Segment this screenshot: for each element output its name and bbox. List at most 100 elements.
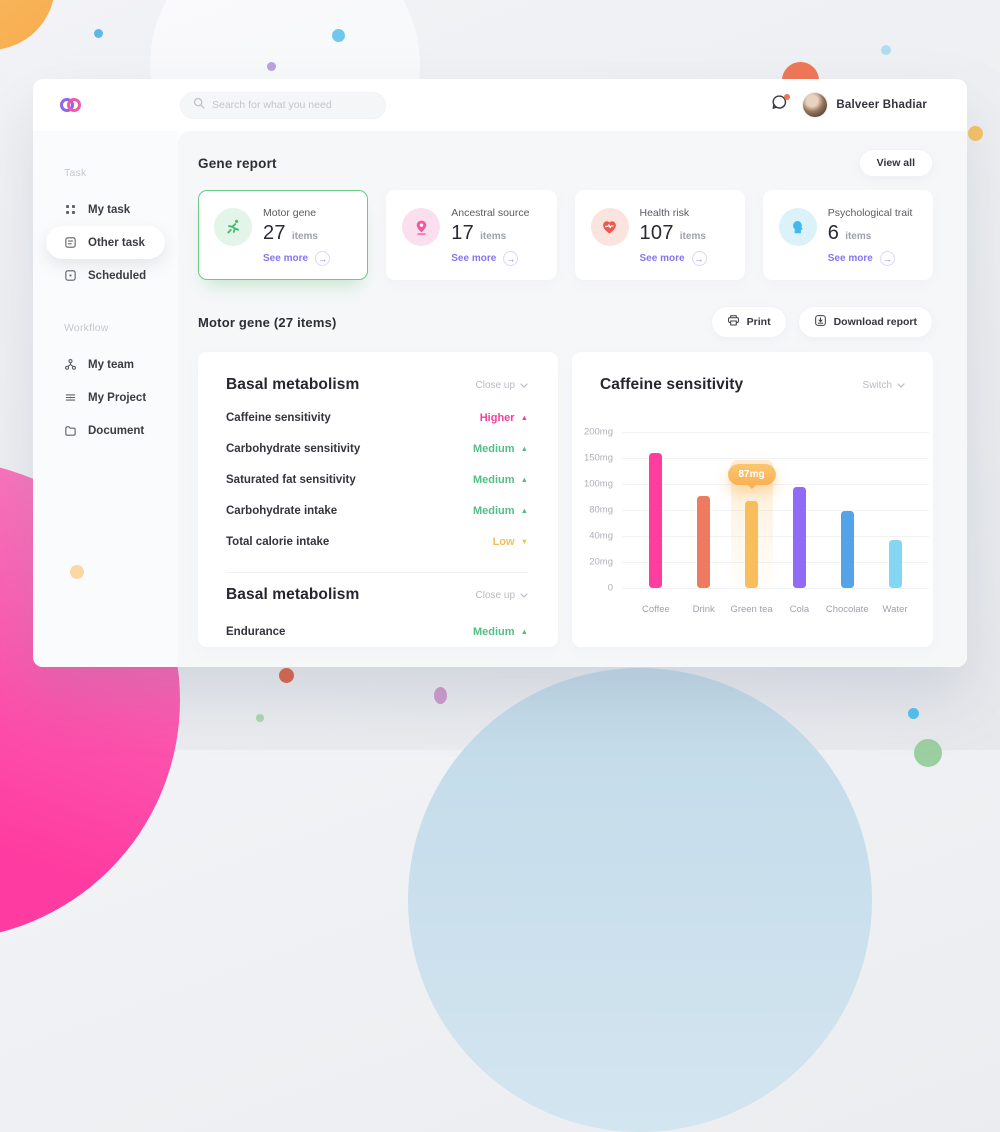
see-more-link[interactable]: See more → — [828, 251, 913, 266]
see-more-link[interactable]: See more → — [451, 251, 529, 266]
user-name: Balveer Bhadiar — [836, 99, 927, 111]
chart-y-tick-label: 150mg — [583, 452, 613, 464]
sidebar-item-label: Document — [88, 424, 145, 437]
app-logo[interactable] — [60, 98, 180, 112]
trend-arrow-icon: ▲ — [520, 474, 528, 484]
note-icon — [64, 236, 77, 249]
logo-ring-right — [67, 98, 81, 112]
sidebar-item-document[interactable]: Document — [46, 414, 165, 447]
sidebar-item-scheduled[interactable]: Scheduled — [46, 259, 165, 292]
arrow-right-icon: → — [503, 251, 519, 266]
arrow-right-icon: → — [879, 251, 895, 266]
decor-dot — [279, 668, 294, 683]
location-pin-icon — [402, 208, 441, 246]
trend-arrow-icon: ▲ — [520, 412, 528, 422]
see-more-link[interactable]: See more → — [640, 251, 707, 266]
main-content: Gene report View all Motor gene 27 items… — [178, 131, 967, 667]
metabolism-group: Basal metabolism Close up Caffeine sensi… — [226, 376, 528, 557]
app-window: Balveer Bhadiar Task My task Other task … — [33, 79, 967, 667]
metabolism-row-label: Total calorie intake — [226, 535, 330, 548]
chart-x-label: Drink — [692, 604, 715, 615]
metabolism-row-label: Caffeine sensitivity — [226, 411, 331, 424]
chart-switch-dropdown[interactable]: Switch — [863, 380, 905, 391]
trend-arrow-icon: ▼ — [520, 536, 528, 546]
chart-y-tick-label: 100mg — [583, 478, 613, 490]
chart-bar-green-tea[interactable] — [745, 500, 759, 588]
chart-bar-slot — [681, 432, 727, 588]
printer-icon — [727, 314, 740, 330]
trend-arrow-icon: ▲ — [520, 626, 528, 636]
sidebar: Task My task Other task Scheduled Workfl… — [33, 131, 178, 667]
metabolism-row: Saturated fat sensitivity Medium ▲ — [226, 464, 528, 495]
decor-circle — [408, 668, 872, 1132]
summary-card-count: 27 — [263, 222, 286, 244]
chart-bar-cola[interactable] — [792, 486, 806, 588]
summary-card[interactable]: Health risk 107 items See more → — [574, 190, 745, 280]
search-input[interactable] — [212, 99, 373, 111]
close-up-dropdown[interactable]: Close up — [476, 380, 528, 391]
chart-bar-drink[interactable] — [697, 495, 711, 588]
avatar — [803, 93, 828, 117]
metabolism-group-title: Basal metabolism — [226, 586, 360, 603]
chart-y-tick-label: 80mg — [589, 504, 613, 516]
chart-y-tick-label: 200mg — [583, 426, 613, 438]
sidebar-item-my-project[interactable]: My Project — [46, 381, 165, 414]
layers-icon — [64, 391, 77, 404]
chart-gridline — [622, 562, 929, 563]
metabolism-row: Carbohydrate intake Medium ▲ — [226, 495, 528, 526]
arrow-right-icon: → — [315, 251, 331, 266]
summary-card-unit: items — [480, 231, 507, 242]
chart-plot: 0 20mg 40mg 80mg 100mg 150mg 200mg 87mg — [584, 427, 929, 594]
print-button[interactable]: Print — [710, 306, 787, 338]
trend-arrow-icon: ▲ — [520, 443, 528, 453]
chart-bar-coffee[interactable] — [649, 452, 663, 588]
metabolism-row-status: Medium ▲ — [473, 473, 528, 486]
sidebar-item-label: My team — [88, 358, 135, 371]
chart-x-labels: Coffee Drink Green tea Cola Chocolate Water — [622, 604, 929, 615]
decor-dot — [881, 45, 891, 55]
chart-gridline — [622, 588, 929, 589]
sidebar-section-label: Task — [64, 167, 87, 179]
decor-dot — [908, 708, 919, 719]
chart-y-tick-label: 20mg — [589, 556, 613, 568]
summary-card[interactable]: Ancestral source 17 items See more → — [386, 190, 557, 280]
decor-dot — [332, 29, 345, 42]
grid-icon — [64, 203, 77, 216]
sidebar-item-other-task[interactable]: Other task — [46, 226, 165, 259]
chevron-down-icon — [897, 380, 905, 391]
chart-bar-slot — [824, 432, 870, 588]
summary-card[interactable]: Psychological trait 6 items See more → — [762, 190, 933, 280]
metabolism-row-status: Medium ▲ — [473, 625, 528, 638]
chart-y-tick-label: 40mg — [589, 530, 613, 542]
sidebar-item-my-task[interactable]: My task — [46, 193, 165, 226]
metabolism-row-status: Low ▼ — [492, 535, 528, 548]
search-icon — [193, 96, 205, 114]
chart-gridline — [622, 536, 929, 537]
chart-x-label: Coffee — [641, 604, 670, 615]
decor-dot — [70, 565, 84, 579]
see-more-link[interactable]: See more → — [263, 251, 331, 266]
top-bar: Balveer Bhadiar — [33, 79, 967, 131]
chart-bar-water[interactable] — [888, 539, 902, 588]
close-up-dropdown[interactable]: Close up — [476, 590, 528, 601]
notification-button[interactable] — [768, 94, 791, 116]
summary-cards-row: Motor gene 27 items See more → Ancestral… — [198, 190, 933, 280]
chart-bar-chocolate[interactable] — [840, 511, 854, 588]
download-report-button[interactable]: Download report — [797, 306, 933, 338]
chart-gridline — [622, 484, 929, 485]
metabolism-group-title: Basal metabolism — [226, 376, 360, 393]
chevron-down-icon — [520, 590, 528, 601]
chart-x-label: Chocolate — [825, 604, 869, 615]
user-menu[interactable]: Balveer Bhadiar — [803, 93, 927, 117]
metabolism-row-label: Carbohydrate sensitivity — [226, 442, 361, 455]
decor-circle — [0, 0, 55, 50]
decor-dot — [968, 126, 983, 141]
sidebar-item-my-team[interactable]: My team — [46, 348, 165, 381]
view-all-button[interactable]: View all — [858, 149, 933, 177]
summary-card[interactable]: Motor gene 27 items See more → — [198, 190, 369, 280]
team-icon — [64, 358, 77, 371]
page-title: Gene report — [198, 155, 277, 171]
sidebar-nav: Task My task Other task Scheduled Workfl… — [33, 167, 178, 447]
search-bar[interactable] — [180, 91, 386, 119]
chart-x-label: Green tea — [730, 604, 773, 615]
